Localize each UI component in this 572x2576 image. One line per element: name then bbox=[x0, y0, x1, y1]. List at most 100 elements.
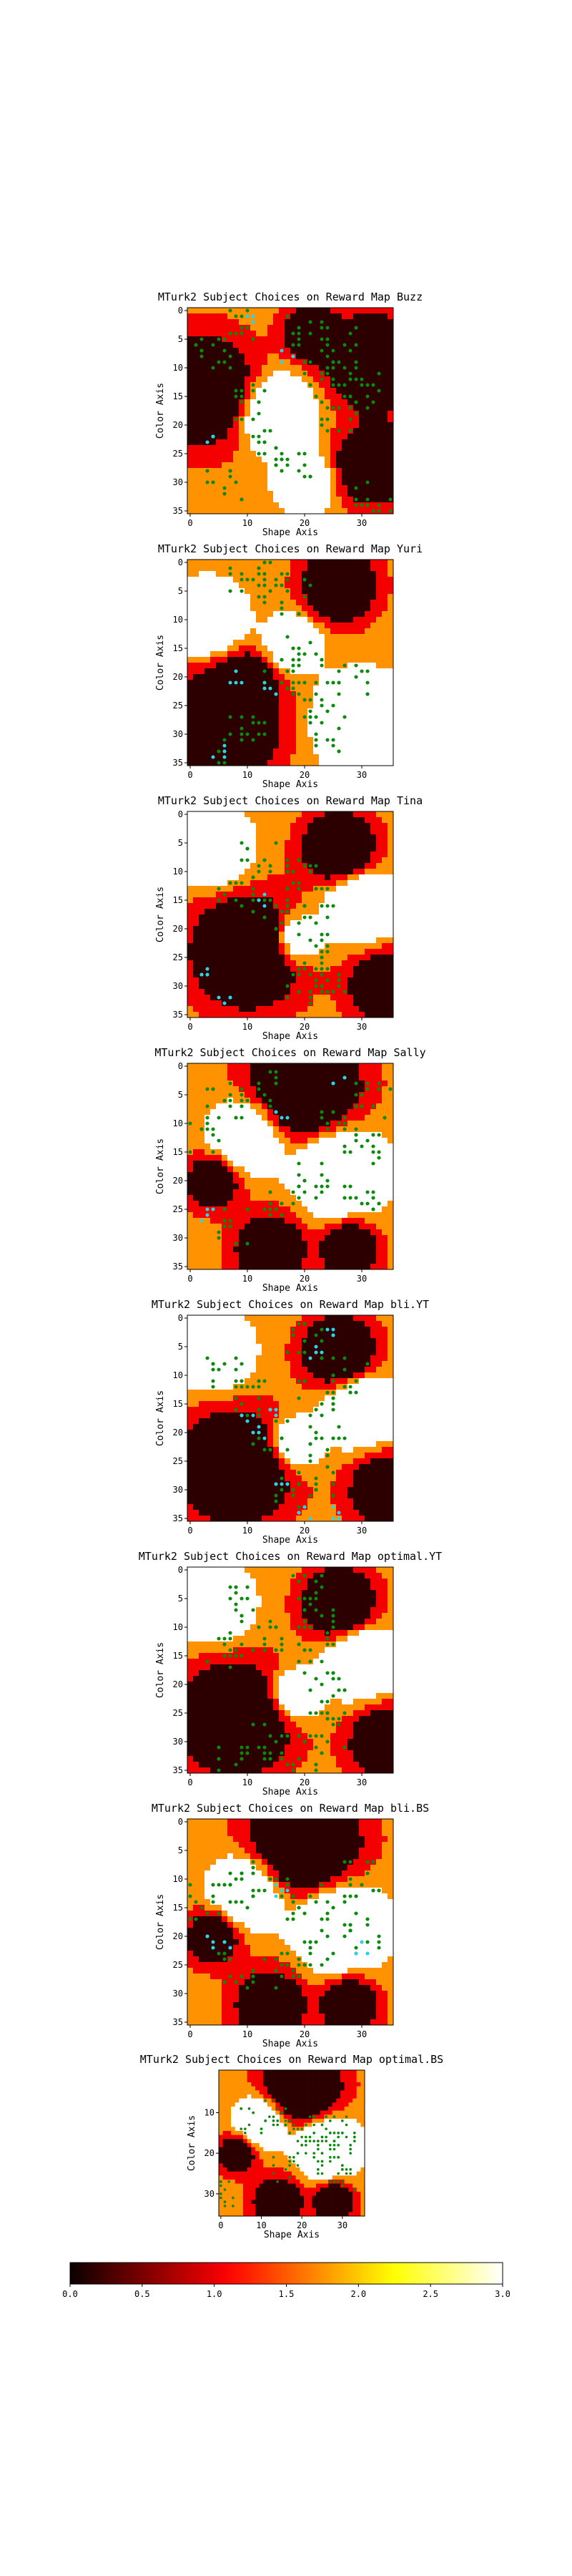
heatmap-cell bbox=[279, 491, 285, 497]
heatmap-cell bbox=[273, 754, 280, 761]
heatmap-cell bbox=[290, 748, 297, 755]
heatmap-cell bbox=[353, 577, 360, 583]
heatmap-cell bbox=[273, 1138, 280, 1144]
heatmap-cell bbox=[330, 640, 337, 646]
heatmap-cell bbox=[359, 846, 365, 852]
heatmap-cell bbox=[204, 1006, 211, 1013]
choice-point-green bbox=[240, 858, 244, 862]
heatmap-cell bbox=[187, 582, 194, 589]
heatmap-cell bbox=[388, 874, 394, 881]
heatmap-cell bbox=[204, 588, 211, 595]
heatmap-cell bbox=[376, 588, 383, 595]
heatmap-cell bbox=[388, 560, 394, 566]
heatmap-cell bbox=[204, 691, 211, 698]
heatmap-cell bbox=[342, 451, 348, 457]
heatmap-cell bbox=[233, 485, 240, 492]
heatmap-cell bbox=[273, 731, 280, 738]
heatmap-cell bbox=[262, 502, 268, 509]
choice-point-green bbox=[240, 904, 244, 908]
heatmap-cell bbox=[216, 376, 222, 383]
choice-point-green bbox=[257, 869, 261, 874]
choice-point-green bbox=[302, 452, 307, 456]
heatmap-cell bbox=[199, 308, 205, 314]
heatmap-cell bbox=[319, 491, 325, 497]
heatmap-cell bbox=[353, 416, 360, 423]
heatmap-cell bbox=[210, 840, 217, 847]
heatmap-cell bbox=[353, 600, 360, 606]
heatmap-cell bbox=[250, 989, 257, 995]
heatmap-cell bbox=[388, 491, 394, 497]
heatmap-cell bbox=[296, 829, 302, 835]
heatmap-cell bbox=[256, 611, 262, 618]
heatmap-cell bbox=[279, 914, 285, 921]
heatmap-cell bbox=[256, 823, 262, 829]
heatmap-cell bbox=[279, 937, 285, 944]
heatmap-cell bbox=[227, 645, 234, 652]
heatmap-cell bbox=[359, 623, 365, 629]
heatmap-cell bbox=[233, 811, 240, 818]
heatmap-cell bbox=[193, 840, 199, 847]
heatmap-cell bbox=[313, 611, 320, 618]
heatmap-cell bbox=[325, 834, 331, 841]
heatmap-cell bbox=[262, 760, 268, 766]
heatmap-cell bbox=[210, 313, 217, 320]
heatmap-cell bbox=[267, 989, 274, 995]
heatmap-cell bbox=[267, 645, 274, 652]
heatmap-cell bbox=[285, 394, 291, 400]
heatmap-cell bbox=[353, 640, 360, 646]
heatmap-cell bbox=[376, 863, 383, 869]
heatmap-cell bbox=[256, 932, 262, 938]
heatmap-cell bbox=[262, 485, 268, 492]
choice-point-green bbox=[262, 915, 267, 919]
heatmap-cell bbox=[233, 983, 240, 990]
choice-point-cyan bbox=[245, 314, 250, 318]
heatmap-cell bbox=[204, 623, 211, 629]
heatmap-cell bbox=[330, 829, 337, 835]
heatmap-cell bbox=[388, 428, 394, 434]
heatmap-cell bbox=[330, 399, 337, 406]
heatmap-cell bbox=[382, 1121, 388, 1127]
heatmap-cell bbox=[365, 1109, 371, 1116]
heatmap-cell bbox=[245, 743, 251, 749]
heatmap-cell bbox=[245, 811, 251, 818]
heatmap-cell bbox=[342, 703, 348, 709]
choice-point-green bbox=[280, 457, 284, 462]
heatmap-cell bbox=[347, 937, 354, 944]
heatmap-cell bbox=[325, 582, 331, 589]
heatmap-cell bbox=[187, 428, 194, 434]
heatmap-cell bbox=[250, 834, 257, 841]
heatmap-cell bbox=[319, 342, 325, 348]
heatmap-cell bbox=[216, 502, 222, 509]
heatmap-cell bbox=[347, 640, 354, 646]
heatmap-cell bbox=[199, 995, 205, 1001]
heatmap-cell bbox=[233, 949, 240, 955]
heatmap-cell bbox=[199, 594, 205, 600]
heatmap-cell bbox=[342, 880, 348, 887]
choice-point-green bbox=[377, 509, 381, 513]
heatmap-cell bbox=[187, 668, 194, 675]
heatmap-cell bbox=[273, 434, 280, 440]
heatmap-cell bbox=[245, 394, 251, 400]
heatmap-cell bbox=[296, 863, 302, 869]
heatmap-cell bbox=[262, 674, 268, 680]
heatmap-cell bbox=[376, 949, 383, 955]
choice-point-cyan bbox=[222, 749, 227, 753]
heatmap-cell bbox=[296, 394, 302, 400]
heatmap-cell bbox=[325, 691, 331, 698]
heatmap-cell bbox=[227, 382, 234, 389]
heatmap-cell bbox=[245, 726, 251, 732]
heatmap-cell bbox=[250, 932, 257, 938]
choice-point-green bbox=[314, 967, 318, 971]
heatmap-cell bbox=[382, 411, 388, 417]
heatmap-cell bbox=[204, 342, 211, 348]
heatmap-cell bbox=[204, 1098, 211, 1104]
heatmap-cell bbox=[330, 1132, 337, 1138]
choice-point-green bbox=[348, 377, 352, 381]
heatmap-cell bbox=[307, 663, 314, 669]
heatmap-cell bbox=[233, 972, 240, 978]
heatmap-cell bbox=[199, 943, 205, 950]
heatmap-cell bbox=[267, 445, 274, 452]
heatmap-cell bbox=[245, 995, 251, 1001]
heatmap-cell bbox=[347, 840, 354, 847]
heatmap-cell bbox=[307, 376, 314, 383]
